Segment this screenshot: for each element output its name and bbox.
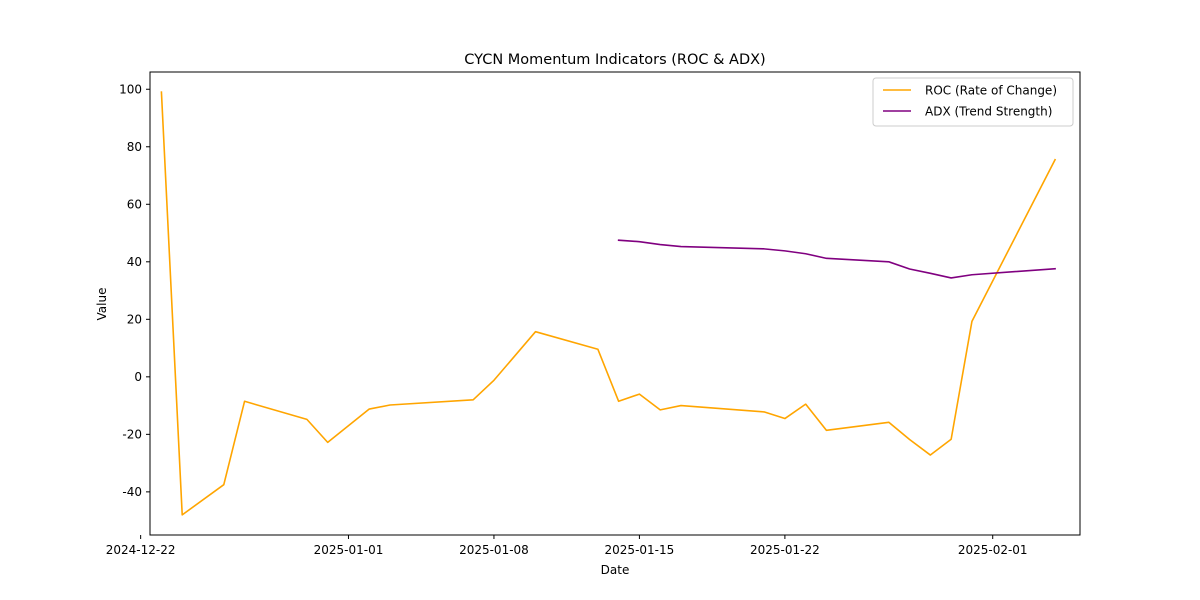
y-tick-label: -20 [122,427,142,441]
x-tick-label: 2025-01-08 [459,543,529,557]
y-tick-label: 0 [134,370,142,384]
plot-frame [149,71,1081,536]
legend: ROC (Rate of Change) ADX (Trend Strength) [872,77,1074,127]
x-tick-label: 2025-01-22 [750,543,820,557]
series-line-adx [617,239,1056,279]
y-tick-label: 80 [127,140,142,154]
legend-box [872,77,1074,127]
y-tick-label: 100 [119,82,142,96]
x-axis-title: Date [601,563,630,577]
x-tick-label: 2025-01-01 [314,543,384,557]
legend-label-roc: ROC (Rate of Change) [925,84,1057,98]
y-tick-label: 60 [127,197,142,211]
y-tick-label: 40 [127,255,142,269]
x-tick-label: 2025-01-15 [605,543,675,557]
y-tick-label: 20 [127,312,142,326]
y-axis-title: Value [95,288,109,321]
axes: -40 -20 0 20 40 60 80 100 2024-12-22 2025-01-01 20… [106,82,1028,557]
plot-area [160,91,1057,516]
x-tick-label: 2024-12-22 [106,543,176,557]
y-tick-label: -40 [122,485,142,499]
x-tick-label: 2025-02-01 [958,543,1028,557]
legend-label-adx: ADX (Trend Strength) [925,105,1052,119]
series-line-roc [160,91,1057,516]
chart-title: CYCN Momentum Indicators (ROC & ADX) [464,52,765,68]
